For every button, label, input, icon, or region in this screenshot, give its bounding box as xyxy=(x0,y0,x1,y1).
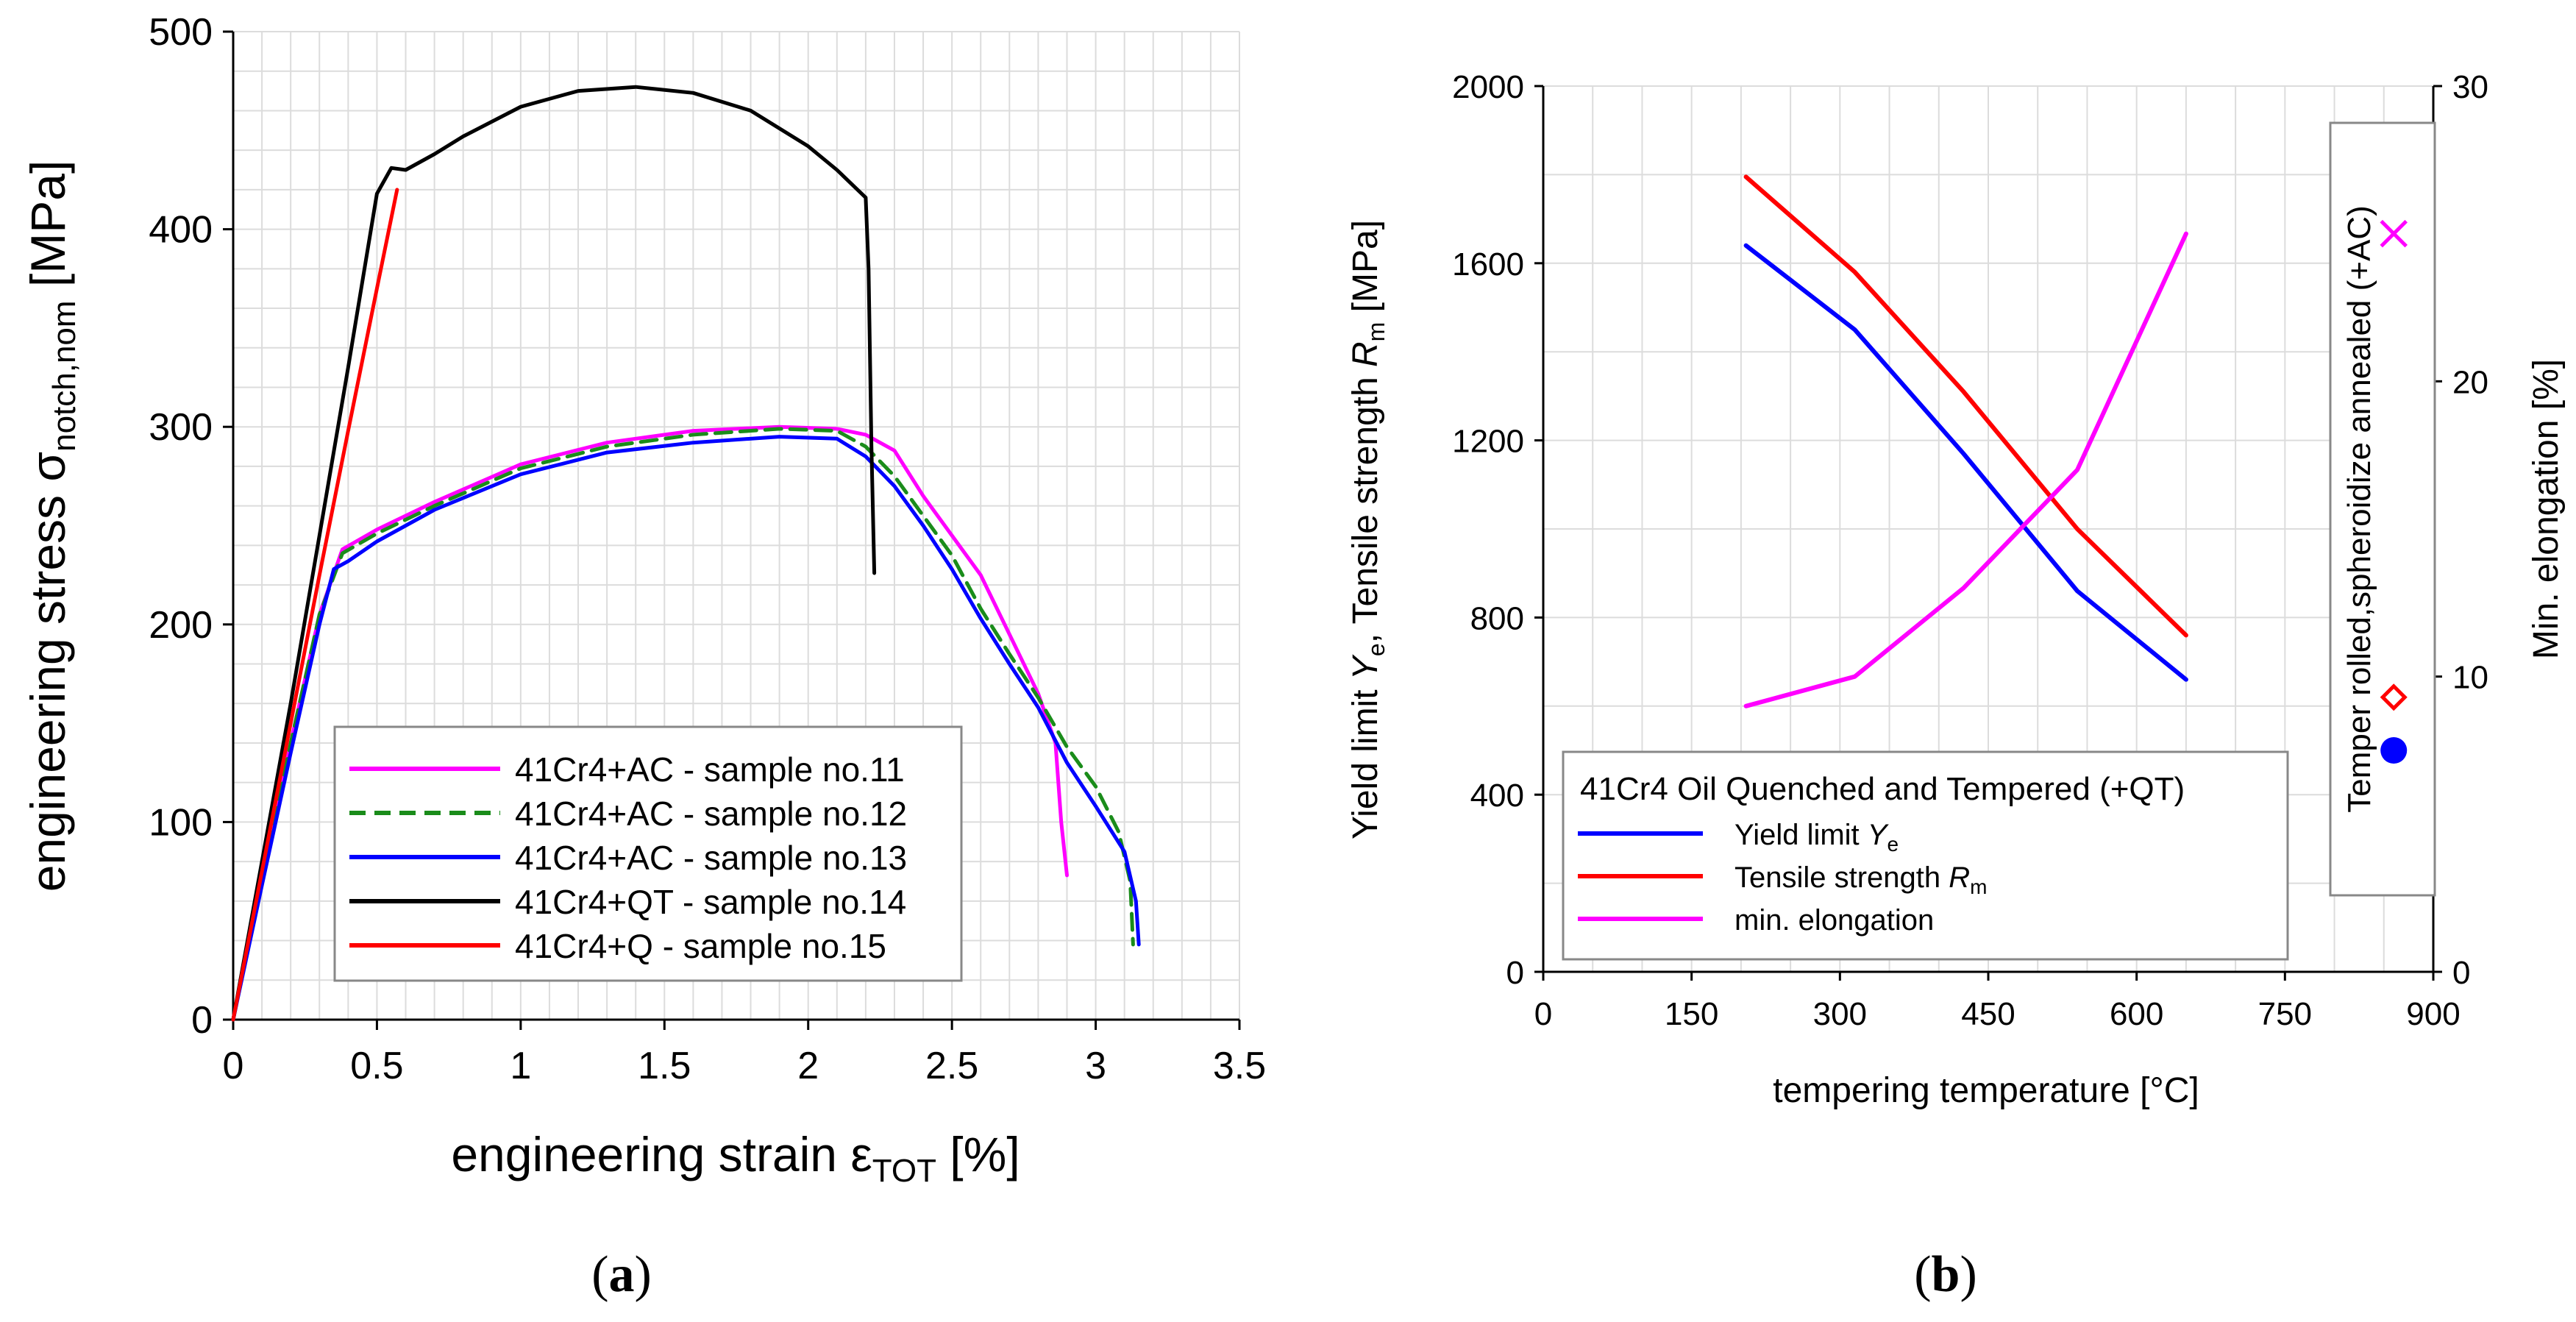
chart-b-y2-tick-label: 30 xyxy=(2452,69,2488,105)
chart-b-x-tick-label: 450 xyxy=(1961,996,2015,1032)
chart-a-ticks: 0 0.5 1 1.5 2 2.5 3 3.5 0 100 200 300 400 500 xyxy=(149,11,1266,1087)
chart-b-legend-label: min. elongation xyxy=(1734,904,1934,937)
chart-a-y-tick-label: 300 xyxy=(149,406,213,449)
chart-a-series-line-5 xyxy=(231,188,399,1022)
annealed-box-label: Temper rolled,spheroidize annealed (+AC) xyxy=(2341,205,2377,812)
chart-a-series xyxy=(231,85,1141,1022)
chart-a-legend-label: 41Cr4+QT - sample no.14 xyxy=(515,883,906,921)
chart-a-legend-label: 41Cr4+AC - sample no.11 xyxy=(515,750,905,789)
chart-b-y-tick-label: 2000 xyxy=(1452,69,1524,105)
chart-b-series-line-3 xyxy=(1743,231,2188,708)
chart-b-y-tick-label: 0 xyxy=(1506,955,1524,991)
chart-a: 0 0.5 1 1.5 2 2.5 3 3.5 0 100 200 300 400 500 enginee… xyxy=(21,11,1266,1303)
chart-b-x-tick-label: 150 xyxy=(1665,996,1718,1032)
chart-b-ticks: 0 150 300 450 600 750 900 0 400 800 1200 1600 2000 0 1… xyxy=(1452,69,2488,1032)
panel-label-b: (b) xyxy=(1914,1246,1977,1303)
chart-b-x-axis-title: tempering temperature [°C] xyxy=(1773,1071,2199,1110)
chart-b-legend-box xyxy=(1562,750,2289,961)
chart-a-x-tick-label: 3.5 xyxy=(1213,1045,1266,1087)
chart-a-x-tick-label: 0 xyxy=(223,1045,244,1087)
chart-a-y-tick-label: 500 xyxy=(149,11,213,54)
chart-a-axes xyxy=(232,32,1239,1021)
chart-a-legend: 41Cr4+AC - sample no.11 41Cr4+AC - sample… xyxy=(333,725,963,982)
chart-a-series-line-2 xyxy=(231,427,1135,1022)
chart-a-series-line-4 xyxy=(231,85,877,1022)
chart-b-y-tick-label: 1600 xyxy=(1452,246,1524,282)
chart-b-legend-label: Yield limit Ye xyxy=(1734,819,1899,856)
chart-b-y-axis-title: Yield limit Ye, Tensile strength Rm [MPa… xyxy=(1346,220,1390,839)
chart-a-legend-label: 41Cr4+AC - sample no.12 xyxy=(515,795,907,833)
chart-a-x-tick-label: 1.5 xyxy=(638,1045,691,1087)
chart-b-x-tick-label: 900 xyxy=(2406,996,2460,1032)
panel-label-a: (a) xyxy=(591,1246,652,1303)
chart-b-series xyxy=(1743,174,2188,708)
chart-a-y-tick-label: 200 xyxy=(149,604,213,647)
chart-a-y-tick-label: 100 xyxy=(149,801,213,844)
chart-a-series-line-3 xyxy=(231,435,1141,1022)
chart-b-x-tick-label: 0 xyxy=(1534,996,1552,1032)
chart-a-x-tick-label: 3 xyxy=(1085,1045,1106,1087)
chart-a-legend-label: 41Cr4+AC - sample no.13 xyxy=(515,839,907,877)
chart-b-series-line-1 xyxy=(1743,243,2188,682)
chart-a-y-tick-label: 0 xyxy=(191,999,213,1042)
chart-b-legend-title: 41Cr4 Oil Quenched and Tempered (+QT) xyxy=(1580,771,2185,807)
chart-a-legend-label: 41Cr4+Q - sample no.15 xyxy=(515,927,886,965)
chart-b-y2-tick-label: 0 xyxy=(2452,955,2470,991)
chart-b-y-tick-label: 400 xyxy=(1470,778,1524,814)
chart-a-x-axis-title: engineering strain εTOT [%] xyxy=(451,1127,1020,1189)
annealed-marker-tensile-strength xyxy=(2380,683,2408,711)
chart-a-y-tick-label: 400 xyxy=(149,209,213,252)
annealed-marker-elongation xyxy=(2380,219,2408,248)
chart-b-x-tick-label: 750 xyxy=(2258,996,2312,1032)
chart-b-legend-label: Tensile strength Rm xyxy=(1734,861,1988,898)
annealed-box-frame xyxy=(2329,121,2436,897)
chart-b-x-tick-label: 300 xyxy=(1813,996,1867,1032)
chart-a-x-tick-label: 2 xyxy=(797,1045,819,1087)
annealed-marker-yield-limit xyxy=(2380,737,2408,764)
chart-b-y2-tick-label: 10 xyxy=(2452,660,2488,696)
chart-a-x-tick-label: 1 xyxy=(510,1045,531,1087)
chart-b-annealed-box: Temper rolled,spheroidize annealed (+AC) xyxy=(2329,121,2436,897)
chart-b: 0 150 300 450 600 750 900 0 400 800 1200 1600 2000 0 1… xyxy=(1346,69,2566,1303)
chart-a-y-axis-title: engineering stress σnotch,nom [MPa] xyxy=(21,160,82,892)
chart-b-y2-axis-title: Min. elongation [%] xyxy=(2527,359,2566,659)
chart-b-y-tick-label: 800 xyxy=(1470,600,1524,636)
chart-a-x-tick-label: 2.5 xyxy=(925,1045,978,1087)
chart-b-legend: 41Cr4 Oil Quenched and Tempered (+QT) Yi… xyxy=(1562,750,2289,961)
chart-b-y-tick-label: 1200 xyxy=(1452,424,1524,460)
chart-b-x-tick-label: 600 xyxy=(2110,996,2163,1032)
chart-b-y2-tick-label: 20 xyxy=(2452,364,2488,400)
chart-b-series-line-2 xyxy=(1743,174,2188,638)
chart-a-x-tick-label: 0.5 xyxy=(350,1045,403,1087)
